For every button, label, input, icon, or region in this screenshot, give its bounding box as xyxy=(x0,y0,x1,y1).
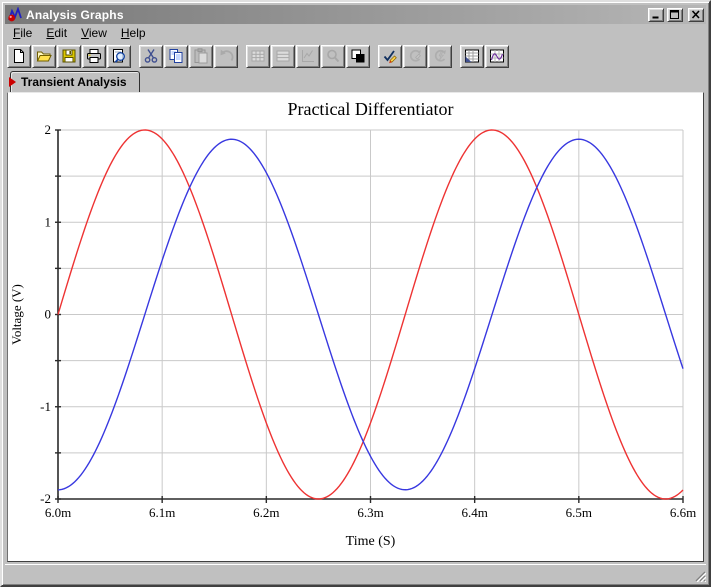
svg-text:6.5m: 6.5m xyxy=(566,505,592,520)
window-title: Analysis Graphs xyxy=(26,7,124,22)
maximize-icon xyxy=(670,10,679,19)
chart-panel: 2 1 0 -1 -2 6.0m 6.1m 6.2m 6.3m 6.4m 6.5m 6.6m Pract… xyxy=(7,92,704,562)
svg-text:Time (S): Time (S) xyxy=(346,534,396,549)
data-table-button[interactable] xyxy=(460,44,484,68)
rows-icon xyxy=(276,50,290,62)
paste-button[interactable] xyxy=(189,44,213,68)
zoom-button[interactable] xyxy=(321,44,345,68)
menu-help[interactable]: Help xyxy=(120,26,146,40)
title-bar[interactable]: Analysis Graphs xyxy=(5,5,706,24)
menu-file[interactable]: File xyxy=(13,26,33,40)
print-preview-button[interactable] xyxy=(107,44,131,68)
app-icon xyxy=(8,6,22,21)
tab-transient-analysis[interactable]: Transient Analysis xyxy=(9,71,140,92)
cycle-bolt-icon xyxy=(434,49,446,62)
rows-button[interactable] xyxy=(271,44,295,68)
svg-text:-2: -2 xyxy=(40,491,51,506)
svg-text:6.2m: 6.2m xyxy=(253,505,279,520)
annotate-check-button[interactable] xyxy=(378,44,402,68)
save-button[interactable] xyxy=(57,44,81,68)
new-button[interactable] xyxy=(7,44,31,68)
tab-bar: Transient Analysis xyxy=(5,70,706,92)
toolbar xyxy=(5,42,706,70)
grid-icon xyxy=(251,50,265,62)
svg-text:6.3m: 6.3m xyxy=(357,505,383,520)
cycle-run-button[interactable] xyxy=(428,44,452,68)
menu-edit[interactable]: Edit xyxy=(46,26,68,40)
save-floppy-icon xyxy=(62,49,76,63)
svg-text:6.0m: 6.0m xyxy=(45,505,71,520)
tab-label: Transient Analysis xyxy=(21,75,127,89)
printer-icon xyxy=(87,49,101,63)
print-button[interactable] xyxy=(82,44,106,68)
open-folder-icon xyxy=(36,51,52,62)
new-document-icon xyxy=(14,49,24,63)
svg-text:1: 1 xyxy=(45,214,52,229)
undo-arrow-icon xyxy=(220,49,234,62)
close-button[interactable] xyxy=(688,7,704,22)
cycle-pencil-icon xyxy=(409,49,421,62)
svg-text:6.1m: 6.1m xyxy=(149,505,175,520)
svg-text:0: 0 xyxy=(45,307,52,322)
chart-limits-icon xyxy=(302,50,314,62)
minimize-button[interactable] xyxy=(648,7,664,22)
maximize-button[interactable] xyxy=(667,7,683,22)
overlay-squares-icon xyxy=(351,49,365,63)
check-pencil-icon xyxy=(383,50,397,64)
transient-analysis-chart: 2 1 0 -1 -26.0m 6.1m 6.2m 6.3m 6.4m 6.5m 6.6m Pract… xyxy=(9,99,696,549)
copy-button[interactable] xyxy=(164,44,188,68)
svg-text:6.4m: 6.4m xyxy=(461,505,487,520)
overlay-button[interactable] xyxy=(346,44,370,68)
svg-text:6.6m: 6.6m xyxy=(670,505,696,520)
active-tab-arrow-icon xyxy=(9,77,16,87)
print-preview-icon xyxy=(113,49,125,63)
cycle-edit-button[interactable] xyxy=(403,44,427,68)
menu-view[interactable]: View xyxy=(81,26,107,40)
copy-icon xyxy=(169,49,183,63)
magnifier-icon xyxy=(327,49,340,63)
paste-clipboard-icon xyxy=(194,48,208,64)
grid-button[interactable] xyxy=(246,44,270,68)
graph-page-icon xyxy=(490,49,504,63)
data-table-icon xyxy=(465,49,479,63)
open-button[interactable] xyxy=(32,44,56,68)
cut-scissors-icon xyxy=(144,49,158,63)
graph-page-button[interactable] xyxy=(485,44,509,68)
cut-button[interactable] xyxy=(139,44,163,68)
menu-bar: File Edit View Help xyxy=(5,24,706,42)
svg-text:Practical Differentiator: Practical Differentiator xyxy=(287,99,453,119)
close-icon xyxy=(691,10,700,19)
undo-button[interactable] xyxy=(214,44,238,68)
svg-text:2: 2 xyxy=(45,122,52,137)
status-bar xyxy=(5,564,706,582)
chart-limits-button[interactable] xyxy=(296,44,320,68)
svg-text:Voltage (V): Voltage (V) xyxy=(9,284,24,345)
svg-text:-1: -1 xyxy=(40,399,51,414)
minimize-icon xyxy=(652,16,659,19)
resize-grip[interactable] xyxy=(693,569,706,582)
